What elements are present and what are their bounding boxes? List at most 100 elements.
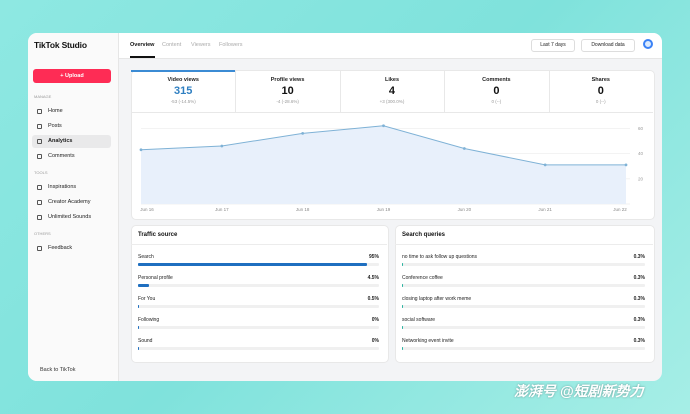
tab[interactable]: Viewers	[191, 42, 211, 48]
metric-divider	[235, 70, 237, 112]
back-link[interactable]: Back to TikTok	[40, 367, 76, 373]
metric-divider	[339, 70, 341, 112]
bar	[402, 263, 403, 266]
bar	[402, 284, 403, 287]
brand: TikTok Studio	[34, 40, 87, 50]
nav-item[interactable]: Feedback	[48, 244, 73, 251]
row-label: no time to ask follow up questions	[402, 254, 478, 260]
tab-underline	[130, 56, 155, 58]
bar	[138, 284, 149, 287]
row-label: closing laptop after work meme	[402, 296, 472, 302]
bar-track	[402, 263, 645, 266]
row-value: 0%	[371, 338, 379, 344]
section-title: MANAGE	[34, 94, 52, 99]
row-label: Networking event invite	[402, 338, 454, 344]
bar-track	[138, 305, 379, 308]
bar	[402, 326, 403, 329]
row-value: 0.3%	[633, 275, 645, 281]
nav-item[interactable]: Creator Academy	[48, 198, 91, 205]
active-metric-bar	[131, 70, 236, 72]
nav-item[interactable]: Unlimited Sounds	[48, 213, 92, 220]
row-value: 0.3%	[633, 296, 645, 302]
row-value: 0%	[371, 317, 379, 323]
nav-icon	[37, 245, 42, 251]
bar-track	[138, 284, 379, 287]
bar-track	[402, 326, 645, 329]
card-title: Search queries	[402, 232, 446, 238]
queries-card	[395, 225, 655, 363]
traffic-card	[131, 225, 389, 363]
nav-item[interactable]: Analytics	[48, 137, 73, 144]
row-value: 0.5%	[367, 296, 379, 302]
metric-divider	[548, 70, 550, 112]
metric-change: -53 (-14.5%)	[170, 99, 196, 104]
nav-icon	[37, 184, 42, 190]
upload-button[interactable]: + Upload	[33, 69, 111, 83]
nav-item[interactable]: Posts	[48, 122, 62, 129]
bar-track	[138, 347, 379, 350]
nav-item[interactable]: Home	[48, 107, 63, 114]
nav-icon	[37, 123, 42, 129]
row-value: 4.5%	[367, 275, 379, 281]
metric-value: 0	[493, 85, 500, 97]
row-label: Following	[138, 317, 160, 323]
nav-icon	[37, 214, 42, 220]
bar	[402, 347, 403, 350]
metric-bottom-line	[131, 112, 653, 113]
tab[interactable]: Overview	[130, 42, 155, 48]
bar	[138, 305, 140, 308]
nav-icon	[37, 199, 42, 205]
row-label: Personal profile	[138, 275, 173, 281]
bar	[138, 347, 139, 350]
nav-icon	[37, 108, 42, 114]
section-title: TOOLS	[34, 170, 48, 175]
metric-change: 0 (--)	[595, 99, 606, 104]
nav-item[interactable]: Inspirations	[48, 183, 77, 190]
metric-value: 10	[281, 85, 294, 97]
metric-label: Comments	[482, 77, 511, 83]
metric-label: Shares	[591, 77, 610, 83]
metric-value: 0	[597, 85, 604, 97]
watermark: 澎湃号 @短剧新势力	[514, 383, 644, 399]
bar	[138, 263, 367, 266]
bar-track	[402, 284, 645, 287]
row-value: 0.3%	[633, 338, 645, 344]
bar-track	[402, 305, 645, 308]
avatar[interactable]	[643, 39, 653, 49]
metric-divider	[444, 70, 446, 112]
row-value: 95%	[368, 254, 379, 260]
row-value: 0.3%	[633, 254, 645, 260]
metric-label: Likes	[384, 77, 400, 83]
nav-highlight	[32, 135, 111, 148]
metric-value: 4	[388, 85, 396, 97]
tab[interactable]: Followers	[219, 42, 243, 48]
row-value: 0.3%	[633, 317, 645, 323]
metric-change: -4 (-28.6%)	[276, 99, 299, 104]
bar-track	[138, 326, 379, 329]
nav-item[interactable]: Comments	[48, 152, 75, 159]
row-label: For You	[138, 296, 156, 302]
card-title: Traffic source	[138, 232, 178, 238]
row-label: Sound	[138, 338, 153, 344]
download-button[interactable]: Download data	[581, 39, 635, 52]
metric-label: Video views	[167, 77, 199, 83]
bar-track	[402, 347, 645, 350]
tab[interactable]: Content	[162, 42, 182, 48]
sidebar	[28, 33, 119, 381]
row-label: Search	[138, 254, 154, 260]
range-select[interactable]: Last 7 days	[531, 39, 575, 52]
metric-label: Profile views	[270, 77, 305, 83]
metric-value: 315	[174, 85, 193, 97]
row-label: Conference coffee	[402, 275, 443, 281]
metric-change: 0 (--)	[491, 99, 502, 104]
nav-icon	[37, 138, 42, 144]
card-divider	[395, 244, 653, 245]
bar	[138, 326, 139, 329]
bar	[402, 305, 403, 308]
metric-change: +3 (300.0%)	[379, 99, 405, 104]
nav-icon	[37, 153, 42, 159]
section-title: OTHERS	[34, 231, 51, 236]
card-divider	[131, 244, 387, 245]
row-label: social software	[402, 317, 436, 323]
